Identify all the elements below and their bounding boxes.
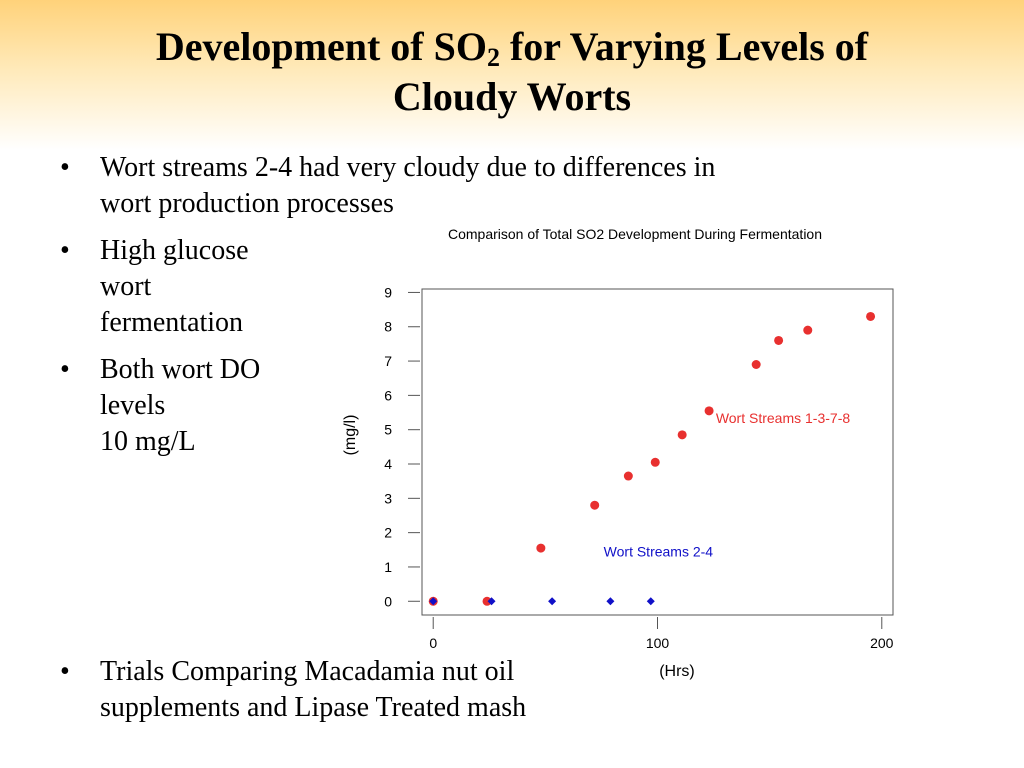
title-subscript: 2 bbox=[486, 43, 500, 72]
data-point-diamond bbox=[646, 597, 655, 606]
bullet-text: High glucose wort fermentation bbox=[100, 235, 249, 338]
x-tick-label: 100 bbox=[646, 635, 670, 651]
y-tick-label: 7 bbox=[384, 353, 392, 369]
bullet-text: Wort streams 2-4 had very cloudy due to … bbox=[100, 152, 716, 219]
data-point-circle bbox=[866, 311, 876, 321]
data-point-circle bbox=[623, 471, 633, 481]
bullet-text: Both wort DO levels 10 mg/L bbox=[100, 354, 261, 457]
plot-frame bbox=[421, 288, 894, 616]
slide-title: Development of SO2 for Varying Levels of… bbox=[40, 22, 984, 122]
data-point-diamond bbox=[487, 597, 496, 606]
title-text: Development of SO bbox=[155, 24, 487, 69]
data-point-circle bbox=[590, 500, 600, 510]
bullet-item: • High glucose wort fermentation bbox=[60, 233, 340, 341]
bullet-marker: • bbox=[60, 354, 70, 385]
data-point-diamond bbox=[606, 597, 615, 606]
series-annotation: Wort Streams 1-3-7-8 bbox=[716, 410, 851, 426]
data-point-circle bbox=[650, 457, 660, 467]
data-points bbox=[428, 311, 876, 606]
chart-title: Comparison of Total SO2 Development Duri… bbox=[448, 226, 822, 242]
title-line-2: Cloudy Worts bbox=[392, 74, 632, 119]
bullet-item: • Trials Comparing Macadamia nut oil sup… bbox=[60, 654, 800, 726]
bullet-marker: • bbox=[60, 656, 70, 687]
x-tick-label: 0 bbox=[429, 635, 437, 651]
y-axis-label: (mg/l) bbox=[342, 415, 359, 456]
data-point-circle bbox=[704, 406, 714, 416]
y-tick-label: 6 bbox=[384, 387, 392, 403]
x-axis-label: (Hrs) bbox=[659, 663, 695, 680]
series-annotation: Wort Streams 2-4 bbox=[604, 544, 714, 560]
bullet-item: • Wort streams 2-4 had very cloudy due t… bbox=[60, 150, 880, 222]
bullet-marker: • bbox=[60, 152, 70, 183]
x-axis: 0 100 200 bbox=[429, 617, 894, 651]
data-point-circle bbox=[677, 430, 687, 440]
data-point-circle bbox=[751, 359, 761, 369]
bullet-text: Trials Comparing Macadamia nut oil suppl… bbox=[100, 656, 527, 723]
y-tick-label: 8 bbox=[384, 319, 392, 335]
y-tick-label: 0 bbox=[384, 593, 392, 609]
data-point-circle bbox=[803, 325, 813, 335]
title-text-rest: for Varying Levels of bbox=[499, 24, 869, 69]
y-tick-label: 9 bbox=[384, 284, 392, 300]
data-point-circle bbox=[536, 543, 546, 553]
y-tick-label: 3 bbox=[384, 490, 392, 506]
y-axis: 0 1 2 3 4 5 6 7 8 9 bbox=[384, 284, 420, 609]
data-point-diamond bbox=[548, 597, 557, 606]
data-point-circle bbox=[774, 335, 784, 345]
data-point-circle bbox=[482, 596, 492, 606]
y-tick-label: 4 bbox=[384, 456, 392, 472]
title-background bbox=[0, 0, 1024, 150]
x-tick-label: 200 bbox=[870, 635, 894, 651]
y-tick-label: 2 bbox=[384, 525, 392, 541]
y-tick-label: 1 bbox=[384, 559, 392, 575]
y-tick-label: 5 bbox=[384, 422, 392, 438]
series-annotations: Wort Streams 1-3-7-8 Wort Streams 2-4 bbox=[604, 410, 851, 560]
bullet-item: • Both wort DO levels 10 mg/L bbox=[60, 352, 340, 460]
data-point-diamond bbox=[429, 597, 438, 606]
bullet-marker: • bbox=[60, 235, 70, 266]
